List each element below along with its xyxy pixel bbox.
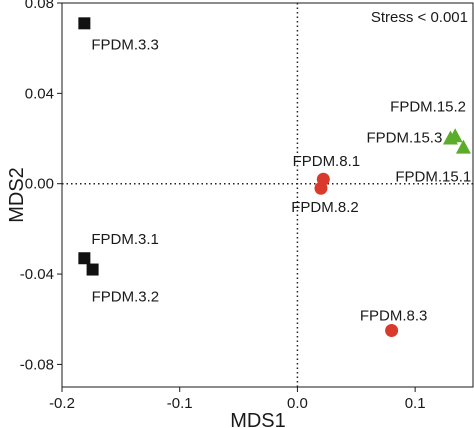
point-fpdm-3-3-marker bbox=[78, 17, 91, 30]
point-fpdm-15-1-marker bbox=[455, 139, 471, 154]
label-fpdm-3-1: FPDM.3.1 bbox=[91, 231, 159, 248]
stress-annotation: Stress < 0.001 bbox=[371, 9, 468, 26]
x-tick-label: -0.2 bbox=[49, 395, 75, 412]
point-fpdm-3-1-marker bbox=[78, 252, 91, 265]
reference-lines bbox=[62, 3, 474, 387]
label-fpdm-3-2: FPDM.3.2 bbox=[92, 289, 160, 306]
x-tick-label: 0.1 bbox=[405, 395, 426, 412]
y-axis-title: MDS2 bbox=[6, 167, 28, 223]
x-axis-ticks: -0.2 -0.1 0.0 0.1 bbox=[49, 387, 426, 412]
point-labels: FPDM.3.3 FPDM.3.1 FPDM.3.2 FPDM.8.1 FPDM.8.2… bbox=[91, 36, 471, 324]
point-fpdm-8-3-marker bbox=[385, 324, 399, 338]
y-tick-label: -0.04 bbox=[20, 266, 54, 283]
x-tick-label: -0.1 bbox=[167, 395, 193, 412]
label-fpdm-15-2: FPDM.15.2 bbox=[390, 98, 466, 115]
y-tick-label: 0.00 bbox=[25, 176, 54, 193]
y-axis-ticks: 0.08 0.04 0.00 -0.04 -0.08 bbox=[20, 0, 62, 373]
label-fpdm-15-1: FPDM.15.1 bbox=[395, 169, 471, 186]
point-fpdm-3-2-marker bbox=[86, 263, 99, 276]
y-tick-label: 0.04 bbox=[25, 85, 54, 102]
x-tick-label: 0.0 bbox=[287, 395, 308, 412]
label-fpdm-8-3: FPDM.8.3 bbox=[360, 308, 428, 325]
y-tick-label: 0.08 bbox=[25, 0, 54, 12]
point-fpdm-8-2-marker bbox=[314, 181, 328, 195]
x-axis-title: MDS1 bbox=[230, 410, 286, 428]
label-fpdm-8-1: FPDM.8.1 bbox=[293, 153, 361, 170]
plot-frame bbox=[61, 2, 474, 388]
label-fpdm-3-3: FPDM.3.3 bbox=[91, 36, 159, 53]
point-fpdm-15-3-marker bbox=[442, 130, 458, 145]
y-tick-label: -0.08 bbox=[20, 356, 54, 373]
label-fpdm-8-2: FPDM.8.2 bbox=[291, 199, 359, 216]
label-fpdm-15-3: FPDM.15.3 bbox=[366, 130, 442, 147]
data-points bbox=[78, 17, 471, 338]
